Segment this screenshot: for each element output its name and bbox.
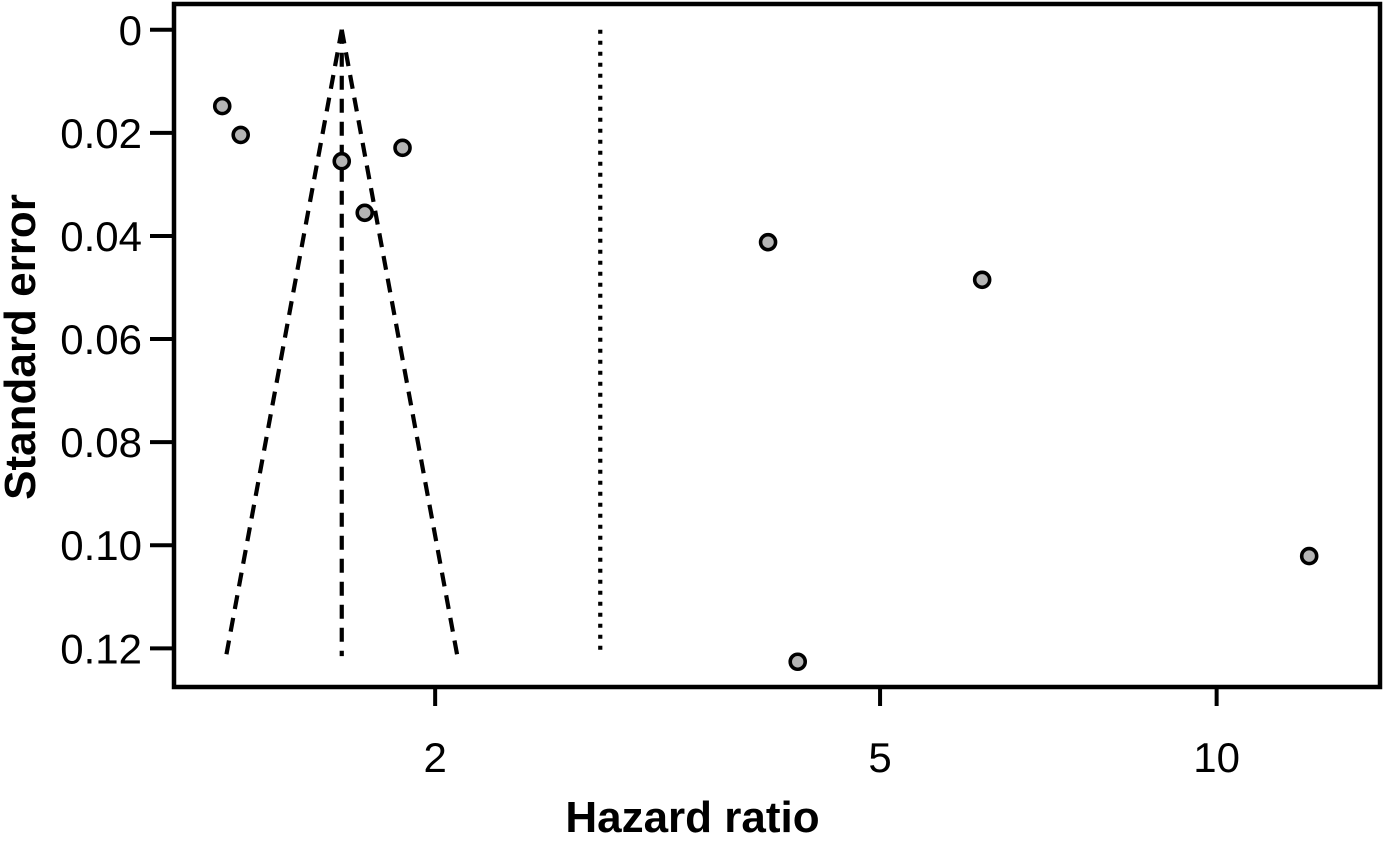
x-tick-label: 10: [1193, 734, 1240, 781]
y-tick-label: 0.08: [60, 419, 142, 466]
y-tick-label: 0: [119, 7, 142, 54]
funnel-right-line: [339, 29, 460, 657]
y-tick-label: 0.02: [60, 110, 142, 157]
plot-frame: [171, 1, 1383, 690]
y-tick-label: 0.04: [60, 213, 142, 260]
x-tick-label: 2: [423, 734, 446, 781]
x-tick-label: 5: [868, 734, 891, 781]
y-tick-label: 0.06: [60, 316, 142, 363]
x-axis-title: Hazard ratio: [565, 793, 820, 842]
y-axis-title: Standard error: [0, 194, 45, 500]
data-point: [972, 270, 992, 290]
data-point: [212, 96, 232, 116]
data-point: [332, 151, 352, 171]
data-point: [1299, 546, 1319, 566]
data-point: [393, 138, 412, 158]
funnel-left-line: [224, 29, 344, 657]
y-tick-label: 0.10: [60, 522, 142, 569]
data-point: [758, 232, 778, 252]
data-point: [355, 203, 375, 223]
data-point: [788, 652, 808, 672]
data-point: [231, 125, 251, 145]
y-tick-label: 0.12: [60, 625, 142, 672]
